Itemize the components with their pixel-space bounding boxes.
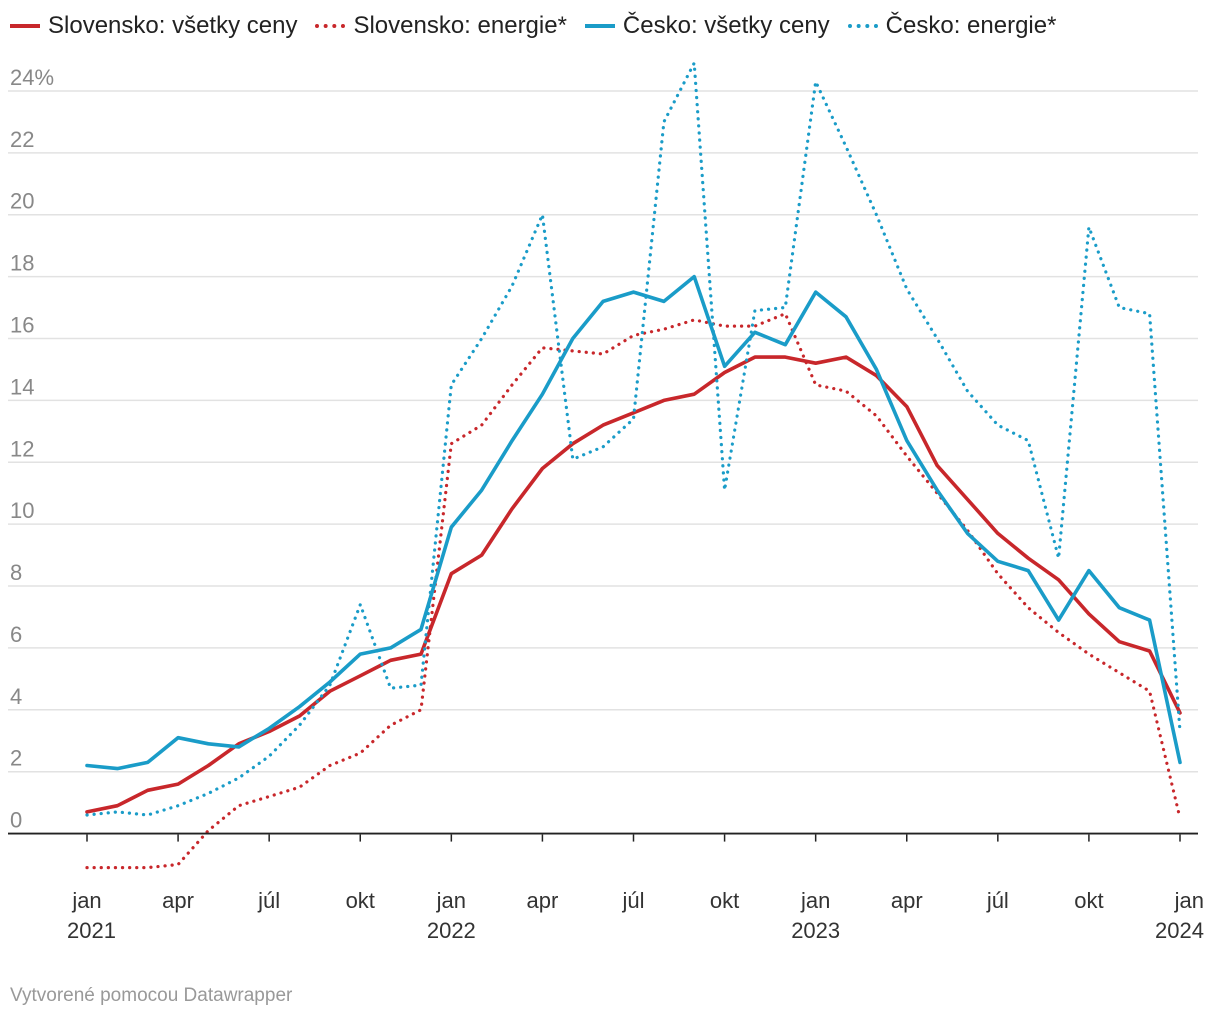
y-tick-label: 10 [10, 498, 34, 523]
x-tick-label: júl [986, 888, 1009, 913]
x-tick-label: jan [436, 888, 466, 913]
x-tick-label: okt [710, 888, 739, 913]
y-tick-label: 12 [10, 436, 34, 461]
y-tick-label: 8 [10, 560, 22, 585]
x-tick-label: apr [891, 888, 923, 913]
series-line-1 [85, 312, 1182, 870]
series-line-3 [85, 61, 1182, 817]
legend-swatch [10, 24, 40, 28]
legend-label: Slovensko: všetky ceny [48, 12, 298, 39]
y-tick-label: 16 [10, 312, 34, 337]
x-tick-label: jan [800, 888, 830, 913]
x-tick-label: okt [1074, 888, 1103, 913]
legend-item: Česko: energie* [847, 12, 1057, 40]
legend: Slovensko: všetky ceny Slovensko: energie… [10, 12, 1074, 40]
legend-swatch [315, 24, 346, 28]
y-tick-label: 6 [10, 622, 22, 647]
x-tick-year: 2022 [427, 918, 476, 943]
x-tick-year: 2021 [67, 918, 116, 943]
x-tick-year: 2023 [791, 918, 840, 943]
legend-item: Česko: všetky ceny [584, 12, 830, 40]
legend-item: Slovensko: energie* [315, 12, 567, 40]
x-tick-label: apr [162, 888, 194, 913]
x-tick-label: júl [621, 888, 644, 913]
x-tick-label: júl [257, 888, 280, 913]
legend-swatch [584, 24, 615, 28]
legend-label: Slovensko: energie* [353, 12, 567, 39]
series-line-0 [85, 355, 1182, 814]
y-tick-label: 22 [10, 127, 34, 152]
legend-label: Česko: všetky ceny [622, 12, 830, 39]
legend-label: Česko: energie* [885, 12, 1057, 39]
x-tick-label: apr [527, 888, 559, 913]
x-tick-label: jan [71, 888, 101, 913]
y-tick-label: 0 [10, 808, 22, 833]
x-tick-label: jan [1174, 888, 1204, 913]
legend-swatch [847, 24, 878, 28]
x-tick-year: 2024 [1155, 918, 1204, 943]
series-line-2 [85, 274, 1182, 771]
y-tick-label: 18 [10, 251, 34, 276]
footer-credit: Vytvorené pomocou Datawrapper [10, 985, 293, 1006]
x-tick-label: okt [346, 888, 375, 913]
y-tick-label: 20 [10, 189, 34, 214]
y-tick-label: 4 [10, 684, 22, 709]
y-tick-label: 14 [10, 374, 34, 399]
legend-item: Slovensko: všetky ceny [10, 12, 297, 40]
y-tick-label: 2 [10, 746, 22, 771]
y-tick-label: 24% [10, 65, 54, 90]
